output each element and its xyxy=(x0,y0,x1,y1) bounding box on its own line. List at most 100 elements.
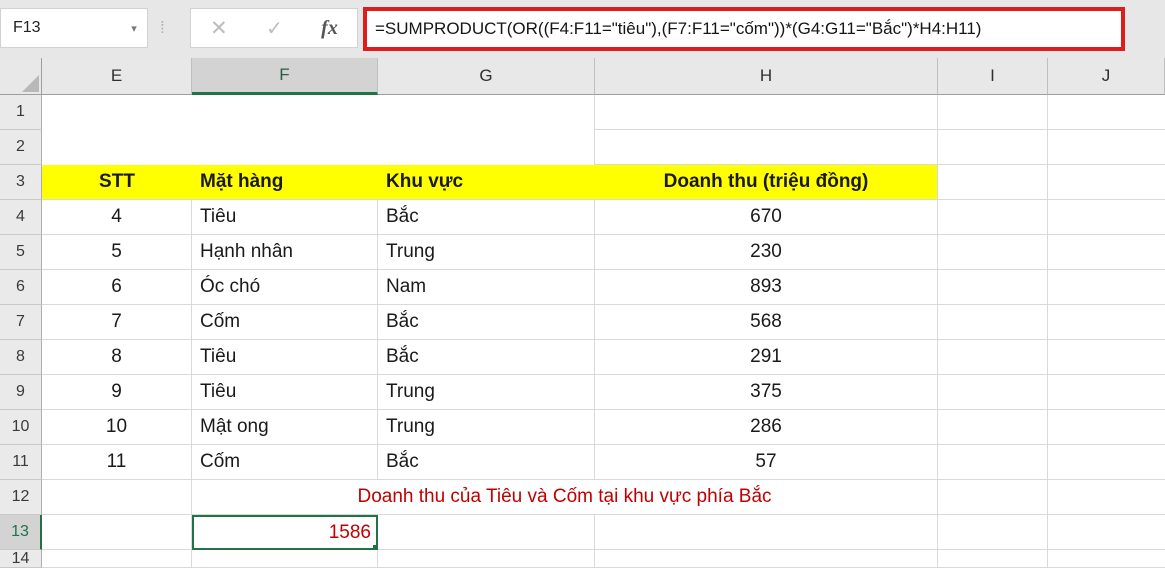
cell-e5[interactable]: 5 xyxy=(42,235,192,270)
cell-i10[interactable] xyxy=(938,410,1048,445)
cell-e11[interactable]: 11 xyxy=(42,445,192,480)
cell-j11[interactable] xyxy=(1048,445,1165,480)
cell-i3[interactable] xyxy=(938,165,1048,200)
cell-g6[interactable]: Nam xyxy=(378,270,595,305)
cell-f12-note[interactable]: Doanh thu của Tiêu và Cốm tại khu vực ph… xyxy=(192,480,938,515)
row-header-11[interactable]: 11 xyxy=(0,445,42,480)
cell-f10[interactable]: Mật ong xyxy=(192,410,378,445)
cell-i14[interactable] xyxy=(938,550,1048,568)
cell-e3-header-stt[interactable]: STT xyxy=(42,165,192,200)
column-header-e[interactable]: E xyxy=(42,58,192,95)
row-header-6[interactable]: 6 xyxy=(0,270,42,305)
column-header-h[interactable]: H xyxy=(595,58,938,95)
row-header-4[interactable]: 4 xyxy=(0,200,42,235)
cell-j1[interactable] xyxy=(1048,95,1165,130)
cell-g7[interactable]: Bắc xyxy=(378,305,595,340)
selected-cell-f13[interactable]: 1586 xyxy=(192,515,378,550)
insert-function-icon[interactable]: fx xyxy=(321,16,338,39)
cell-i1[interactable] xyxy=(938,95,1048,130)
name-box-dropdown-icon[interactable]: ▾ xyxy=(131,22,137,35)
cell-i5[interactable] xyxy=(938,235,1048,270)
cell-e7[interactable]: 7 xyxy=(42,305,192,340)
column-header-i[interactable]: I xyxy=(938,58,1048,95)
cell-g13[interactable] xyxy=(378,515,595,550)
cell-h10[interactable]: 286 xyxy=(595,410,938,445)
row-header-5[interactable]: 5 xyxy=(0,235,42,270)
cell-g8[interactable]: Bắc xyxy=(378,340,595,375)
cell-j4[interactable] xyxy=(1048,200,1165,235)
cell-g5[interactable]: Trung xyxy=(378,235,595,270)
cell-f3-header-mat-hang[interactable]: Mặt hàng xyxy=(192,165,378,200)
row-header-13[interactable]: 13 xyxy=(0,515,42,550)
cell-e13[interactable] xyxy=(42,515,192,550)
cell-f9[interactable]: Tiêu xyxy=(192,375,378,410)
cell-i12[interactable] xyxy=(938,480,1048,515)
cell-f14[interactable] xyxy=(192,550,378,568)
cell-e14[interactable] xyxy=(42,550,192,568)
cell-h5[interactable]: 230 xyxy=(595,235,938,270)
column-header-g[interactable]: G xyxy=(378,58,595,95)
cell-j14[interactable] xyxy=(1048,550,1165,568)
cell-j9[interactable] xyxy=(1048,375,1165,410)
row-header-14[interactable]: 14 xyxy=(0,550,42,568)
cell-i4[interactable] xyxy=(938,200,1048,235)
row-header-1[interactable]: 1 xyxy=(0,95,42,130)
row-header-9[interactable]: 9 xyxy=(0,375,42,410)
cell-j3[interactable] xyxy=(1048,165,1165,200)
cell-e6[interactable]: 6 xyxy=(42,270,192,305)
row-header-3[interactable]: 3 xyxy=(0,165,42,200)
cancel-icon[interactable]: ✕ xyxy=(210,16,228,40)
cell-j8[interactable] xyxy=(1048,340,1165,375)
cell-h2[interactable] xyxy=(595,130,938,165)
cell-g2[interactable] xyxy=(378,130,595,165)
cell-g11[interactable]: Bắc xyxy=(378,445,595,480)
cell-g14[interactable] xyxy=(378,550,595,568)
column-header-j[interactable]: J xyxy=(1048,58,1165,95)
cell-f7[interactable]: Cốm xyxy=(192,305,378,340)
select-all-corner[interactable] xyxy=(0,58,42,95)
cell-j5[interactable] xyxy=(1048,235,1165,270)
cell-g1[interactable] xyxy=(378,95,595,130)
row-header-7[interactable]: 7 xyxy=(0,305,42,340)
cell-f11[interactable]: Cốm xyxy=(192,445,378,480)
cell-h6[interactable]: 893 xyxy=(595,270,938,305)
cell-f8[interactable]: Tiêu xyxy=(192,340,378,375)
cell-e1[interactable] xyxy=(42,95,192,130)
cell-h8[interactable]: 291 xyxy=(595,340,938,375)
formula-input-highlighted[interactable]: =SUMPRODUCT(OR((F4:F11="tiêu"),(F7:F11="… xyxy=(363,7,1125,51)
cell-e12[interactable] xyxy=(42,480,192,515)
cell-j12[interactable] xyxy=(1048,480,1165,515)
cell-j6[interactable] xyxy=(1048,270,1165,305)
cell-h7[interactable]: 568 xyxy=(595,305,938,340)
cell-j2[interactable] xyxy=(1048,130,1165,165)
name-box[interactable]: F13 ▾ xyxy=(0,8,148,48)
cell-e8[interactable]: 8 xyxy=(42,340,192,375)
cell-f4[interactable]: Tiêu xyxy=(192,200,378,235)
cell-g10[interactable]: Trung xyxy=(378,410,595,445)
cell-f6[interactable]: Óc chó xyxy=(192,270,378,305)
cell-e2[interactable] xyxy=(42,130,192,165)
cell-g3-header-khu-vuc[interactable]: Khu vực xyxy=(378,165,595,200)
row-header-12[interactable]: 12 xyxy=(0,480,42,515)
cell-h1[interactable] xyxy=(595,95,938,130)
column-header-f[interactable]: F xyxy=(192,58,378,95)
cell-h13[interactable] xyxy=(595,515,938,550)
cell-f2[interactable] xyxy=(192,130,378,165)
cell-e9[interactable]: 9 xyxy=(42,375,192,410)
cell-h4[interactable]: 670 xyxy=(595,200,938,235)
cell-h3-header-doanh-thu[interactable]: Doanh thu (triệu đồng) xyxy=(595,165,938,200)
cell-h9[interactable]: 375 xyxy=(595,375,938,410)
cell-i11[interactable] xyxy=(938,445,1048,480)
cell-j7[interactable] xyxy=(1048,305,1165,340)
row-header-8[interactable]: 8 xyxy=(0,340,42,375)
cell-e10[interactable]: 10 xyxy=(42,410,192,445)
cell-j13[interactable] xyxy=(1048,515,1165,550)
row-header-2[interactable]: 2 xyxy=(0,130,42,165)
cell-i13[interactable] xyxy=(938,515,1048,550)
cell-f5[interactable]: Hạnh nhân xyxy=(192,235,378,270)
cell-h14[interactable] xyxy=(595,550,938,568)
cell-i6[interactable] xyxy=(938,270,1048,305)
cell-e4[interactable]: 4 xyxy=(42,200,192,235)
cell-i7[interactable] xyxy=(938,305,1048,340)
cell-i9[interactable] xyxy=(938,375,1048,410)
